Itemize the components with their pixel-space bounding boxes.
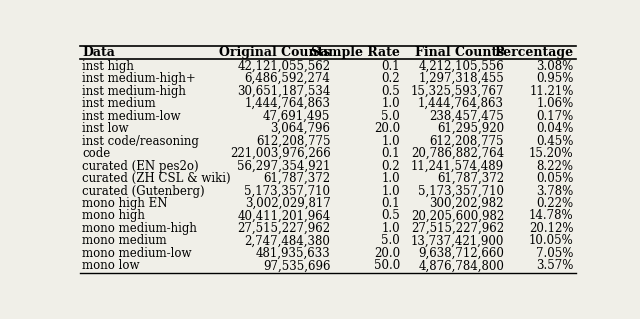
Text: 3.08%: 3.08% <box>536 60 573 73</box>
Text: 20.0: 20.0 <box>374 122 400 135</box>
Text: 15,325,593,767: 15,325,593,767 <box>411 85 504 98</box>
Text: 42,121,055,562: 42,121,055,562 <box>237 60 330 73</box>
Text: inst medium-low: inst medium-low <box>83 110 181 122</box>
Text: inst medium-high: inst medium-high <box>83 85 186 98</box>
Text: 97,535,696: 97,535,696 <box>263 259 330 272</box>
Text: 61,295,920: 61,295,920 <box>437 122 504 135</box>
Text: 1.0: 1.0 <box>381 97 400 110</box>
Text: 13,737,421,900: 13,737,421,900 <box>411 234 504 248</box>
Text: Final Counts: Final Counts <box>415 46 504 59</box>
Text: 27,515,227,962: 27,515,227,962 <box>411 222 504 235</box>
Text: 1,444,764,863: 1,444,764,863 <box>418 97 504 110</box>
Text: 4,212,105,556: 4,212,105,556 <box>419 60 504 73</box>
Text: 47,691,495: 47,691,495 <box>263 110 330 122</box>
Text: 3,002,029,817: 3,002,029,817 <box>244 197 330 210</box>
Text: mono medium-low: mono medium-low <box>83 247 192 260</box>
Text: Data: Data <box>83 46 115 59</box>
Text: mono low: mono low <box>83 259 140 272</box>
Text: 0.05%: 0.05% <box>536 172 573 185</box>
Text: 0.1: 0.1 <box>381 60 400 73</box>
Text: 15.20%: 15.20% <box>529 147 573 160</box>
Text: 27,515,227,962: 27,515,227,962 <box>237 222 330 235</box>
Text: 11,241,574,489: 11,241,574,489 <box>411 160 504 173</box>
Text: 20.0: 20.0 <box>374 247 400 260</box>
Text: 6,486,592,274: 6,486,592,274 <box>244 72 330 85</box>
Text: 14.78%: 14.78% <box>529 210 573 222</box>
Text: 30,651,187,534: 30,651,187,534 <box>237 85 330 98</box>
Text: 50.0: 50.0 <box>374 259 400 272</box>
Text: mono medium: mono medium <box>83 234 167 248</box>
Text: 10.05%: 10.05% <box>529 234 573 248</box>
Text: 8.22%: 8.22% <box>536 160 573 173</box>
Text: 7.05%: 7.05% <box>536 247 573 260</box>
Text: code: code <box>83 147 111 160</box>
Text: curated (EN pes2o): curated (EN pes2o) <box>83 160 199 173</box>
Text: 5.0: 5.0 <box>381 234 400 248</box>
Text: Percentage: Percentage <box>494 46 573 59</box>
Text: 1.0: 1.0 <box>381 135 400 148</box>
Text: 1.0: 1.0 <box>381 172 400 185</box>
Text: 0.04%: 0.04% <box>536 122 573 135</box>
Text: 61,787,372: 61,787,372 <box>437 172 504 185</box>
Text: 5,173,357,710: 5,173,357,710 <box>418 184 504 197</box>
Text: 0.22%: 0.22% <box>536 197 573 210</box>
Text: 3.78%: 3.78% <box>536 184 573 197</box>
Text: 1.0: 1.0 <box>381 184 400 197</box>
Text: Sample Rate: Sample Rate <box>311 46 400 59</box>
Text: 1.06%: 1.06% <box>536 97 573 110</box>
Text: 0.45%: 0.45% <box>536 135 573 148</box>
Text: 3.57%: 3.57% <box>536 259 573 272</box>
Text: 0.2: 0.2 <box>381 160 400 173</box>
Text: 1,444,764,863: 1,444,764,863 <box>244 97 330 110</box>
Text: 9,638,712,660: 9,638,712,660 <box>418 247 504 260</box>
Text: inst code/reasoning: inst code/reasoning <box>83 135 199 148</box>
Text: 238,457,475: 238,457,475 <box>429 110 504 122</box>
Text: 1,297,318,455: 1,297,318,455 <box>419 72 504 85</box>
Text: 3,064,796: 3,064,796 <box>271 122 330 135</box>
Text: 11.21%: 11.21% <box>529 85 573 98</box>
Text: 20,786,882,764: 20,786,882,764 <box>411 147 504 160</box>
Text: 4,876,784,800: 4,876,784,800 <box>418 259 504 272</box>
Text: 0.5: 0.5 <box>381 210 400 222</box>
Text: inst low: inst low <box>83 122 129 135</box>
Text: 5,173,357,710: 5,173,357,710 <box>244 184 330 197</box>
Text: 20.12%: 20.12% <box>529 222 573 235</box>
Text: mono medium-high: mono medium-high <box>83 222 197 235</box>
Text: 0.95%: 0.95% <box>536 72 573 85</box>
Text: mono high EN: mono high EN <box>83 197 168 210</box>
Text: 612,208,775: 612,208,775 <box>256 135 330 148</box>
Text: 40,411,201,964: 40,411,201,964 <box>237 210 330 222</box>
Text: 61,787,372: 61,787,372 <box>263 172 330 185</box>
Text: 5.0: 5.0 <box>381 110 400 122</box>
Text: 0.1: 0.1 <box>381 147 400 160</box>
Text: 0.1: 0.1 <box>381 197 400 210</box>
Text: 20,205,600,982: 20,205,600,982 <box>411 210 504 222</box>
Text: 2,747,484,380: 2,747,484,380 <box>244 234 330 248</box>
Text: inst medium: inst medium <box>83 97 156 110</box>
Text: 56,297,354,921: 56,297,354,921 <box>237 160 330 173</box>
Text: 612,208,775: 612,208,775 <box>429 135 504 148</box>
Text: 0.5: 0.5 <box>381 85 400 98</box>
Text: 0.2: 0.2 <box>381 72 400 85</box>
Text: 300,202,982: 300,202,982 <box>429 197 504 210</box>
Text: 221,003,976,266: 221,003,976,266 <box>230 147 330 160</box>
Text: mono high: mono high <box>83 210 145 222</box>
Text: 481,935,633: 481,935,633 <box>256 247 330 260</box>
Text: Original Counts: Original Counts <box>219 46 330 59</box>
Text: inst medium-high+: inst medium-high+ <box>83 72 196 85</box>
Text: curated (ZH CSL & wiki): curated (ZH CSL & wiki) <box>83 172 231 185</box>
Text: 1.0: 1.0 <box>381 222 400 235</box>
Text: curated (Gutenberg): curated (Gutenberg) <box>83 184 205 197</box>
Text: inst high: inst high <box>83 60 134 73</box>
Text: 0.17%: 0.17% <box>536 110 573 122</box>
